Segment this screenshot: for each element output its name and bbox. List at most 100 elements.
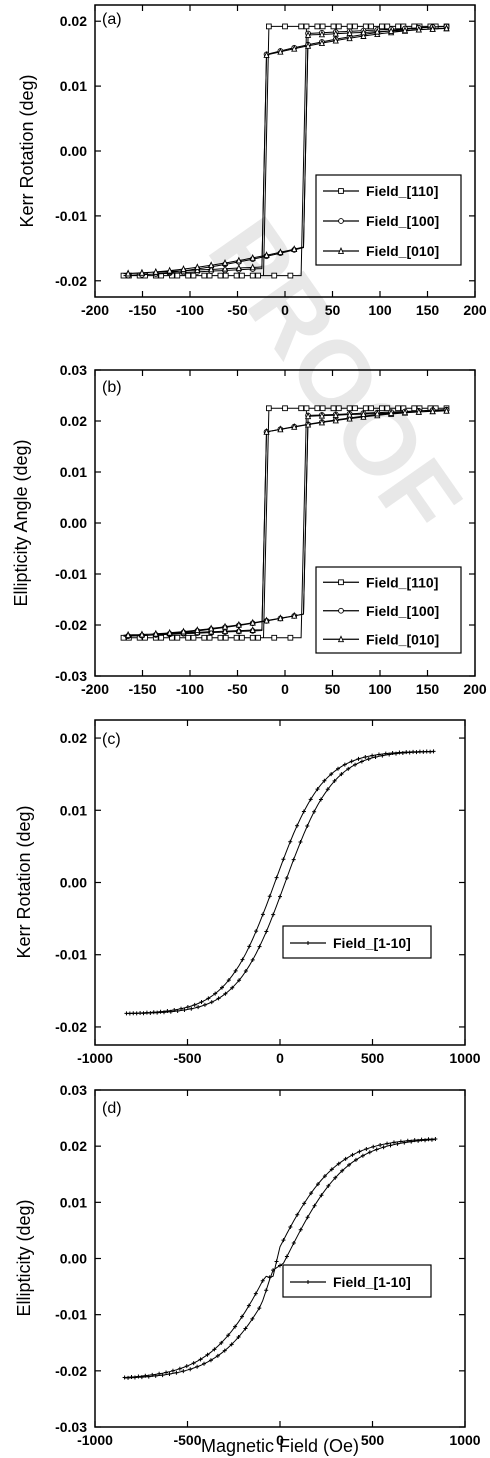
data-point xyxy=(235,626,242,634)
x-tick-label: 500 xyxy=(361,1432,385,1448)
data-point xyxy=(274,875,279,880)
data-point xyxy=(315,1182,320,1187)
data-point xyxy=(182,1008,187,1013)
y-tick-label: -0.02 xyxy=(55,617,87,633)
data-point xyxy=(125,631,132,638)
data-point xyxy=(415,25,422,33)
data-point xyxy=(371,1144,376,1149)
data-point xyxy=(305,823,310,828)
data-point xyxy=(221,258,229,266)
data-point xyxy=(136,1374,141,1379)
data-point xyxy=(201,634,208,641)
legend-label: Field_[1-10] xyxy=(333,1274,411,1290)
data-point xyxy=(215,1353,220,1358)
data-point xyxy=(236,1335,241,1340)
data-point xyxy=(314,405,321,412)
data-point xyxy=(319,405,326,412)
x-tick-label: -200 xyxy=(81,302,109,318)
data-point xyxy=(132,1375,137,1380)
data-point xyxy=(202,1361,207,1366)
legend-marker xyxy=(338,218,344,224)
data-point xyxy=(404,750,409,755)
data-point xyxy=(233,634,240,641)
data-point xyxy=(363,755,368,760)
data-point xyxy=(346,766,351,771)
data-point xyxy=(394,751,399,756)
data-point xyxy=(194,626,201,633)
data-point xyxy=(174,272,181,279)
data-point xyxy=(201,272,208,279)
data-point xyxy=(271,1268,276,1273)
data-point xyxy=(150,1372,155,1377)
data-point xyxy=(312,1203,317,1208)
data-point xyxy=(233,968,238,973)
y-tick-label: 0.00 xyxy=(60,515,87,531)
data-point xyxy=(304,412,312,420)
data-series xyxy=(120,23,450,279)
data-point xyxy=(267,894,272,899)
x-tick-label: -150 xyxy=(128,681,156,697)
data-point xyxy=(301,809,306,814)
data-point xyxy=(431,749,436,754)
data-point xyxy=(388,27,395,34)
series-line xyxy=(123,27,447,275)
data-point xyxy=(387,752,392,757)
data-point xyxy=(198,1357,203,1362)
panel-b: -200 -150 -100 -50 0 50 100 150 200 -0.03 -0.02 -0.… xyxy=(11,362,487,697)
data-point xyxy=(185,1005,190,1010)
data-point xyxy=(315,787,320,792)
data-point xyxy=(402,1140,407,1145)
data-point xyxy=(325,787,330,792)
data-point xyxy=(343,1156,348,1161)
y-tick-label: 0.01 xyxy=(60,1194,87,1210)
data-point xyxy=(239,634,245,641)
data-point xyxy=(243,1326,248,1331)
data-point xyxy=(409,1139,414,1144)
plot-frame xyxy=(94,719,466,1046)
y-tick-label: 0.02 xyxy=(60,730,87,746)
x-tick-label: 150 xyxy=(416,681,440,697)
data-point xyxy=(151,1010,156,1015)
x-tick-label: -1000 xyxy=(77,1432,113,1448)
data-point xyxy=(352,23,358,30)
data-point xyxy=(415,407,422,415)
x-tick-label: -150 xyxy=(128,302,156,318)
data-point xyxy=(405,1138,410,1143)
series-line xyxy=(126,750,434,1015)
data-point xyxy=(367,1150,372,1155)
data-point xyxy=(383,751,388,756)
x-tick-label: 100 xyxy=(368,681,392,697)
data-point xyxy=(195,1364,200,1369)
data-point xyxy=(350,1152,355,1157)
data-point xyxy=(401,26,409,34)
data-point xyxy=(429,1137,434,1142)
data-point xyxy=(412,1138,417,1143)
data-point xyxy=(278,1263,282,1268)
data-point xyxy=(271,634,278,641)
data-point xyxy=(419,1137,424,1142)
data-point xyxy=(291,611,298,619)
data-point xyxy=(428,749,433,754)
data-point xyxy=(222,634,229,641)
data-point xyxy=(291,857,296,862)
x-tick-label: 50 xyxy=(325,681,341,697)
data-point xyxy=(346,410,353,418)
data-point xyxy=(353,762,358,767)
y-axis-label: Ellipticity Angle (deg) xyxy=(11,439,31,606)
data-point xyxy=(416,1138,421,1143)
data-point xyxy=(194,263,201,271)
data-point xyxy=(243,969,248,974)
data-point xyxy=(249,634,256,641)
data-point xyxy=(339,772,344,777)
data-point xyxy=(326,1183,331,1188)
data-point xyxy=(391,1140,396,1145)
data-point xyxy=(206,996,211,1001)
data-point xyxy=(192,1002,197,1007)
series-line xyxy=(124,1138,436,1379)
data-point xyxy=(219,985,224,990)
data-point xyxy=(395,23,401,30)
data-point xyxy=(398,1139,403,1144)
data-point xyxy=(249,263,256,271)
data-point xyxy=(217,634,224,641)
data-point xyxy=(177,1366,182,1371)
